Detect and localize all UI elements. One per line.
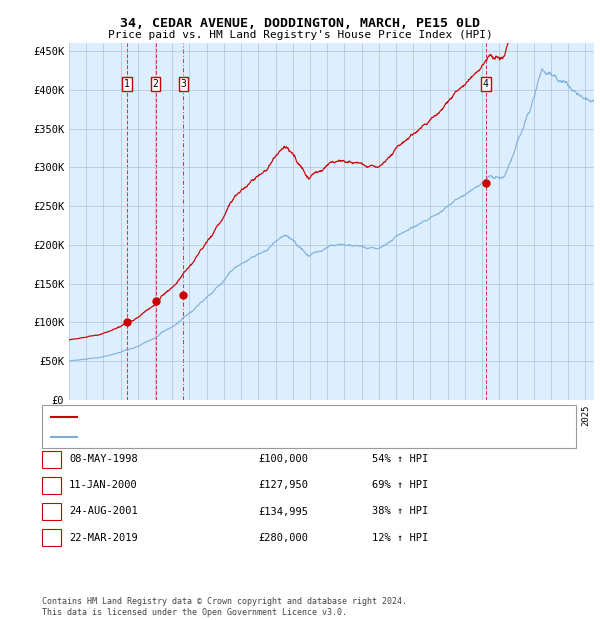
Text: 4: 4 <box>49 533 55 542</box>
Text: 34, CEDAR AVENUE, DODDINGTON, MARCH, PE15 0LD: 34, CEDAR AVENUE, DODDINGTON, MARCH, PE1… <box>120 17 480 30</box>
Text: HPI: Average price, detached house, Fenland: HPI: Average price, detached house, Fenl… <box>81 432 334 442</box>
Text: 38% ↑ HPI: 38% ↑ HPI <box>372 507 428 516</box>
Text: 3: 3 <box>181 79 187 89</box>
Text: £280,000: £280,000 <box>258 533 308 542</box>
Text: 1: 1 <box>49 454 55 464</box>
Text: Price paid vs. HM Land Registry's House Price Index (HPI): Price paid vs. HM Land Registry's House … <box>107 30 493 40</box>
Text: 54% ↑ HPI: 54% ↑ HPI <box>372 454 428 464</box>
Text: £100,000: £100,000 <box>258 454 308 464</box>
Text: 1: 1 <box>124 79 130 89</box>
Text: 12% ↑ HPI: 12% ↑ HPI <box>372 533 428 542</box>
Text: 24-AUG-2001: 24-AUG-2001 <box>69 507 138 516</box>
Text: £127,950: £127,950 <box>258 480 308 490</box>
Text: Contains HM Land Registry data © Crown copyright and database right 2024.
This d: Contains HM Land Registry data © Crown c… <box>42 598 407 617</box>
Text: 4: 4 <box>483 79 489 89</box>
Text: 34, CEDAR AVENUE, DODDINGTON, MARCH, PE15 0LD (detached house): 34, CEDAR AVENUE, DODDINGTON, MARCH, PE1… <box>81 412 445 422</box>
Text: 08-MAY-1998: 08-MAY-1998 <box>69 454 138 464</box>
Text: £134,995: £134,995 <box>258 507 308 516</box>
Text: 3: 3 <box>49 507 55 516</box>
Text: 2: 2 <box>152 79 158 89</box>
Text: 22-MAR-2019: 22-MAR-2019 <box>69 533 138 542</box>
Text: 69% ↑ HPI: 69% ↑ HPI <box>372 480 428 490</box>
Text: 11-JAN-2000: 11-JAN-2000 <box>69 480 138 490</box>
Text: 2: 2 <box>49 480 55 490</box>
